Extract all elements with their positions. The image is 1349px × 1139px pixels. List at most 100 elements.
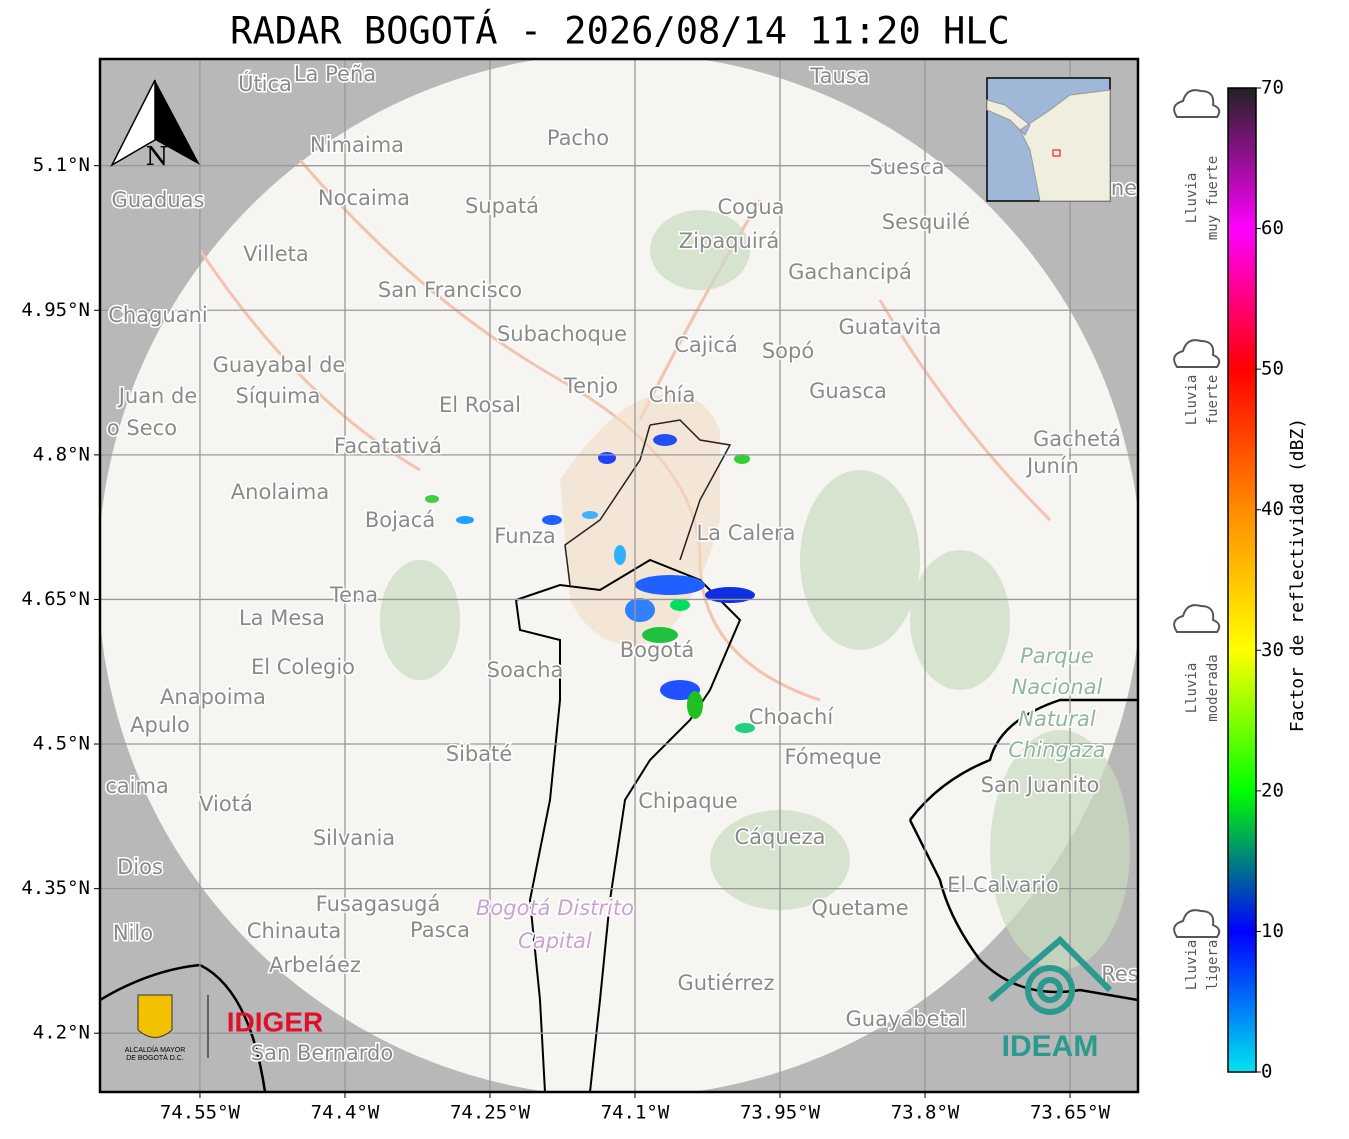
y-tick-label: 4.35°N [21, 877, 90, 899]
place-label: Sibaté [446, 742, 513, 766]
place-label: Bojacá [365, 508, 435, 532]
colorbar-tick-label: 10 [1261, 920, 1284, 942]
rain-icon [1173, 604, 1221, 633]
place-label: La Mesa [239, 606, 325, 630]
place-label: Pacho [547, 126, 609, 150]
place-label: Chía [649, 383, 696, 407]
place-label: Zipaquirá [679, 229, 779, 253]
colorbar-tick-label: 60 [1261, 217, 1284, 239]
place-label: Guaduas [112, 188, 205, 212]
place-label: Guatavita [839, 315, 942, 339]
place-label: Nimaima [310, 133, 404, 157]
place-label: Bogotá [620, 638, 695, 662]
place-label: Guasca [809, 379, 887, 403]
colorbar-tick-label: 70 [1261, 77, 1284, 99]
place-label: Soacha [487, 658, 564, 682]
rain-level-label: Lluvia [1184, 663, 1200, 714]
rain-level-label: ligera [1205, 940, 1221, 991]
place-label: Gachancipá [788, 260, 912, 284]
logo-text: ALCALDÍA MAYOR [125, 1045, 186, 1054]
district-label: Bogotá Distrito [476, 896, 634, 920]
place-label: Guayabetal [846, 1007, 967, 1031]
place-label: Síquima [236, 384, 321, 408]
place-label: o Seco [107, 416, 177, 440]
place-label: Gachetá [1033, 427, 1121, 451]
place-label: El Colegio [251, 655, 355, 679]
place-label: Dios [117, 855, 163, 879]
colorbar-tick-label: 20 [1261, 779, 1284, 801]
x-tick-label: 74.55°W [160, 1102, 241, 1124]
logo-text: DE BOGOTÁ D.C. [126, 1053, 184, 1062]
place-label: Sopó [762, 339, 814, 363]
place-label: Nocaima [318, 186, 410, 210]
ideam-text: IDEAM [1002, 1030, 1099, 1063]
colorbar-tick-label: 0 [1261, 1061, 1272, 1083]
north-arrow [110, 79, 200, 167]
place-label: Útica [238, 71, 292, 96]
y-tick-label: 4.8°N [33, 443, 90, 465]
rain-level-label: Lluvia [1184, 375, 1200, 426]
place-label: San Francisco [378, 278, 522, 302]
place-label: Facatativá [334, 434, 442, 458]
y-tick-label: 4.65°N [21, 588, 90, 610]
place-label: caima [105, 774, 169, 798]
x-tick-label: 73.8°W [891, 1102, 960, 1124]
place-label: Cajicá [674, 333, 738, 357]
x-tick-label: 74.25°W [450, 1102, 531, 1124]
place-label: ne [1111, 176, 1137, 200]
place-label: La Peña [294, 62, 376, 86]
place-label: Subachoque [497, 322, 627, 346]
place-label: Chinauta [247, 919, 341, 943]
place-label: San Juanito [981, 773, 1100, 797]
place-label: Chipaque [638, 789, 738, 813]
rain-level-label: Lluvia [1184, 940, 1200, 991]
place-label: Nilo [113, 921, 153, 945]
place-label: Tausa [809, 64, 869, 88]
radar-echoes [425, 434, 755, 733]
x-tick-label: 74.4°W [311, 1102, 380, 1124]
place-label: El Rosal [439, 393, 521, 417]
alcaldia-logo [137, 994, 209, 1058]
map-frame [98, 57, 1140, 1094]
place-label: Cogua [717, 195, 784, 219]
place-label: Fómeque [784, 745, 881, 769]
colorbar-tick-label: 50 [1261, 358, 1284, 380]
place-label: Pasca [410, 918, 470, 942]
x-tick-label: 73.65°W [1030, 1102, 1111, 1124]
place-label: Cáqueza [735, 825, 826, 849]
place-label: Choachí [749, 705, 835, 729]
place-label: Funza [494, 524, 555, 548]
place-label: Gutiérrez [678, 971, 775, 995]
park-label: Parque [1020, 644, 1094, 668]
place-label: Guayabal de [213, 353, 346, 377]
map: Útica La Peña Tausa Pacho Nimaima Suesca Guadu… [100, 59, 1139, 1092]
place-label: Chaguani [108, 303, 208, 327]
place-label: San Bernardo [251, 1041, 393, 1065]
y-tick-label: 4.2°N [33, 1022, 90, 1044]
place-label: Villeta [243, 242, 308, 266]
place-label: Quetame [811, 896, 908, 920]
rain-icon [1173, 339, 1221, 368]
place-label: La Calera [696, 521, 795, 545]
rain-icon [1173, 909, 1221, 938]
rain-level-label: moderada [1205, 654, 1221, 721]
place-label: Res [1101, 962, 1139, 986]
place-label: Tenjo [563, 374, 618, 398]
place-label: Silvania [313, 826, 395, 850]
rain-icon [1173, 89, 1221, 118]
colorbar-label: Factor de reflectividad (dBZ) [1287, 418, 1308, 732]
locality-boundary [564, 419, 732, 586]
place-label: Suesca [870, 155, 945, 179]
rain-level-label: muy fuerte [1205, 156, 1221, 240]
idiger-logo: IDIGER [227, 1006, 323, 1037]
place-label: Sesquilé [882, 210, 970, 234]
rain-level-label: fuerte [1205, 375, 1221, 426]
chart-title: RADAR BOGOTÁ - 2026/08/14 11:20 HLC [230, 9, 1010, 53]
park-label: Chingaza [1008, 738, 1105, 762]
place-label: Arbeláez [269, 953, 361, 977]
place-label: Fusagasugá [316, 892, 441, 916]
place-label: Anapoima [160, 685, 266, 709]
district-boundary [515, 558, 742, 1092]
place-label: Tena [329, 583, 378, 607]
